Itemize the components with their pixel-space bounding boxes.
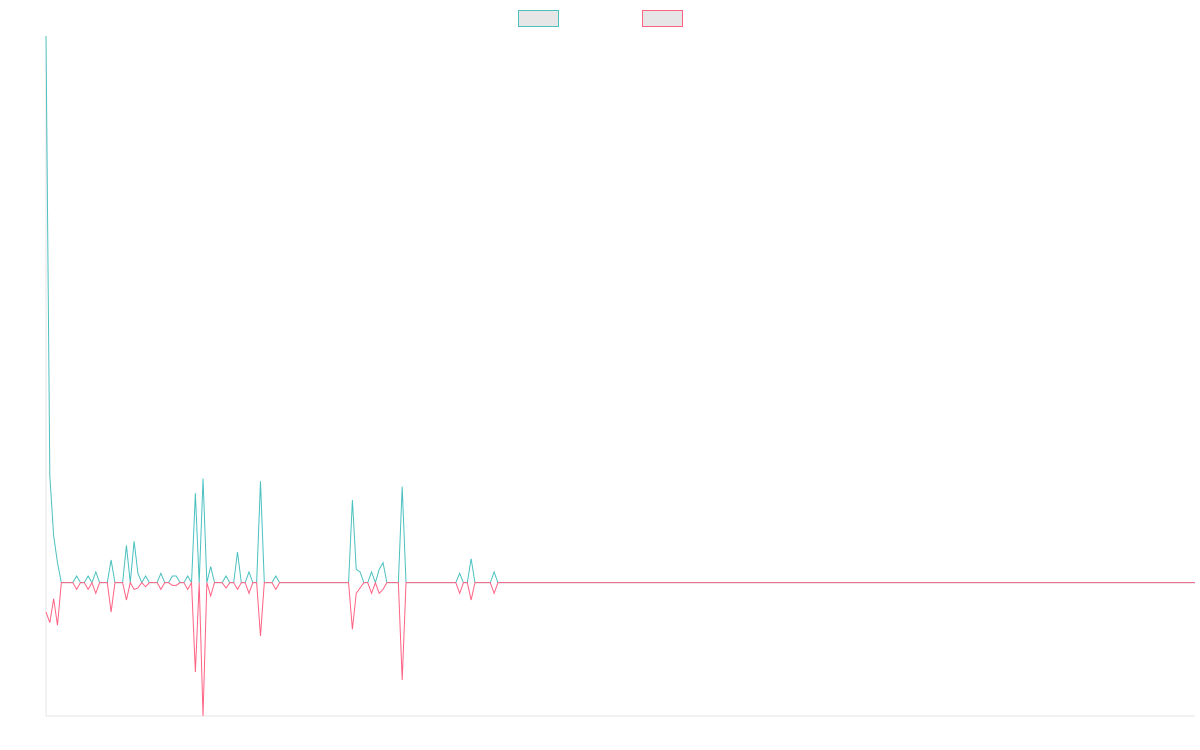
legend-swatch-2[interactable] <box>642 10 683 27</box>
series-line-1 <box>45 35 1195 585</box>
axes <box>45 36 1195 717</box>
series-line-2 <box>45 580 1195 717</box>
legend <box>518 10 683 27</box>
legend-swatch-1[interactable] <box>518 10 559 27</box>
series-group <box>45 35 1195 717</box>
